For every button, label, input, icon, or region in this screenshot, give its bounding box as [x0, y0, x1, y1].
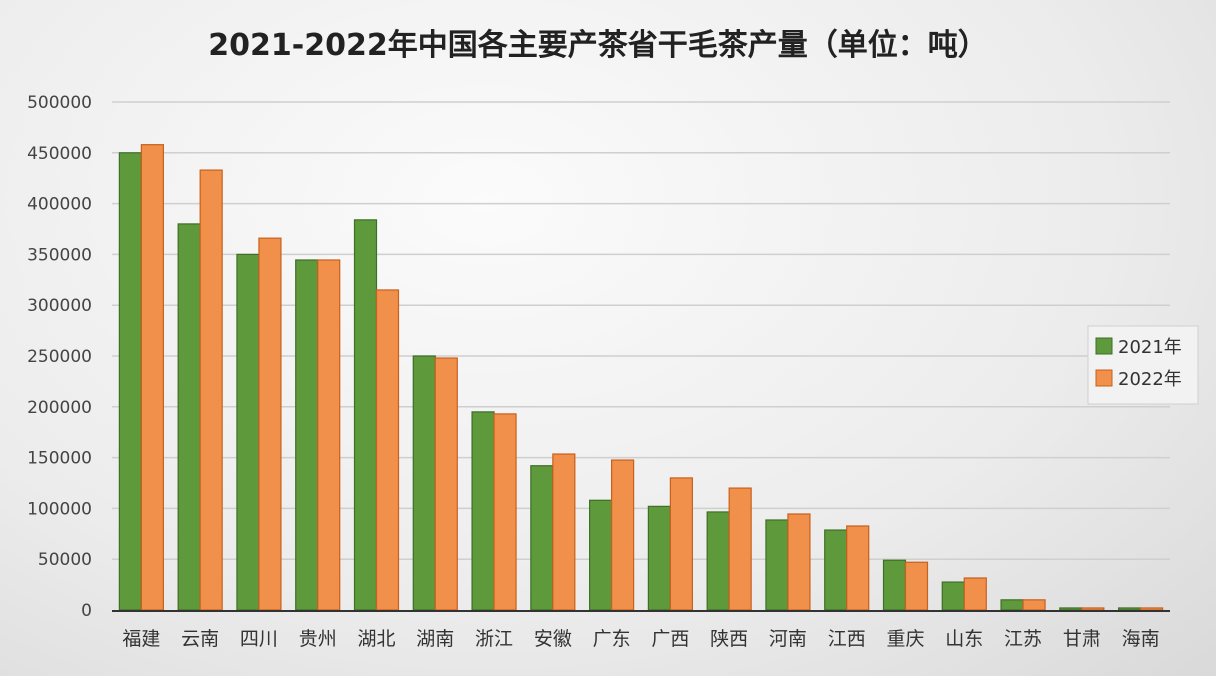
bar-2022年-广东	[611, 459, 635, 611]
x-tick-label: 广东	[593, 628, 631, 650]
bar-2021年-甘肃	[1059, 607, 1083, 611]
x-tick-label: 重庆	[886, 628, 924, 650]
bar-2022年-安徽	[552, 453, 576, 611]
bar-2021年-重庆	[882, 559, 907, 611]
x-tick-label: 安徽	[534, 628, 572, 650]
bar-2022年-广西	[669, 477, 693, 611]
x-tick-label: 山东	[945, 628, 983, 650]
x-tick-label: 湖北	[357, 628, 395, 650]
bar-2021年-广西	[647, 505, 671, 611]
bar-2021年-江苏	[1000, 599, 1024, 611]
bar-2022年-陕西	[728, 487, 752, 611]
bar-2022年-重庆	[904, 561, 929, 611]
legend-label: 2022年	[1118, 369, 1182, 390]
bars	[118, 144, 1164, 611]
y-tick-label: 500000	[27, 93, 92, 113]
y-tick-label: 50000	[38, 550, 92, 570]
bar-2022年-湖南	[434, 357, 458, 611]
bar-2021年-云南	[177, 223, 201, 611]
bar-2021年-山东	[941, 581, 965, 611]
x-tick-label: 江西	[828, 628, 866, 650]
bar-2022年-江苏	[1022, 599, 1046, 611]
y-tick-label: 350000	[27, 245, 92, 265]
x-tick-label: 贵州	[299, 628, 337, 650]
legend: 2021年 2022年	[1087, 325, 1199, 405]
x-tick-label: 海南	[1122, 628, 1160, 650]
bar-2021年-海南	[1118, 607, 1142, 611]
bar-2022年-湖北	[375, 289, 400, 611]
legend-swatch	[1095, 337, 1113, 355]
bar-2021年-广东	[589, 499, 613, 611]
bar-2022年-浙江	[493, 413, 517, 611]
bar-2022年-河南	[787, 513, 811, 611]
y-axis: 0 50000 100000 150000 200000 250000 300000 3500…	[27, 93, 92, 621]
y-tick-label: 200000	[27, 398, 92, 418]
bar-2021年-浙江	[471, 411, 495, 611]
x-tick-label: 陕西	[710, 628, 748, 650]
y-tick-label: 300000	[27, 296, 92, 316]
bar-2021年-湖北	[353, 219, 378, 611]
x-tick-label: 福建	[122, 628, 160, 650]
bar-2021年-四川	[236, 253, 260, 611]
y-tick-label: 100000	[27, 499, 92, 519]
x-axis: 福建 云南 四川 贵州 湖北 湖南 浙江 安徽 广东 广西 陕西 河南 江西 重庆 山东 江苏 甘肃 海南	[122, 628, 1159, 650]
bar-2022年-海南	[1140, 607, 1164, 611]
x-tick-label: 四川	[240, 628, 278, 650]
bar-2022年-贵州	[317, 259, 341, 611]
bar-2021年-江西	[824, 529, 848, 611]
x-tick-label: 河南	[769, 628, 807, 650]
y-tick-label: 250000	[27, 347, 92, 367]
y-tick-label: 0	[81, 601, 92, 621]
bar-2021年-陕西	[706, 511, 730, 611]
bar-2022年-山东	[963, 577, 987, 611]
y-tick-label: 400000	[27, 195, 92, 215]
bar-2022年-江西	[846, 525, 870, 611]
x-tick-label: 浙江	[475, 628, 513, 650]
bar-2021年-河南	[765, 519, 789, 611]
bar-2021年-贵州	[295, 259, 319, 611]
x-tick-label: 广西	[651, 628, 689, 650]
x-tick-label: 江苏	[1004, 628, 1042, 650]
x-tick-label: 甘肃	[1063, 628, 1101, 650]
legend-label: 2021年	[1118, 337, 1182, 358]
bar-2022年-云南	[199, 169, 223, 611]
x-tick-label: 湖南	[416, 628, 454, 650]
bar-2022年-福建	[140, 144, 164, 611]
legend-swatch	[1095, 369, 1113, 387]
bar-2021年-湖南	[412, 355, 436, 611]
y-tick-label: 150000	[27, 449, 92, 469]
bar-2021年-福建	[118, 152, 142, 611]
y-tick-label: 450000	[27, 144, 92, 164]
bar-2022年-四川	[258, 237, 282, 611]
x-tick-label: 云南	[181, 628, 219, 650]
bar-2022年-甘肃	[1081, 607, 1105, 611]
chart-title: 2021-2022年中国各主要产茶省干毛茶产量（单位：吨）	[208, 28, 987, 63]
gridlines	[112, 101, 1170, 560]
bar-2021年-安徽	[530, 465, 554, 611]
